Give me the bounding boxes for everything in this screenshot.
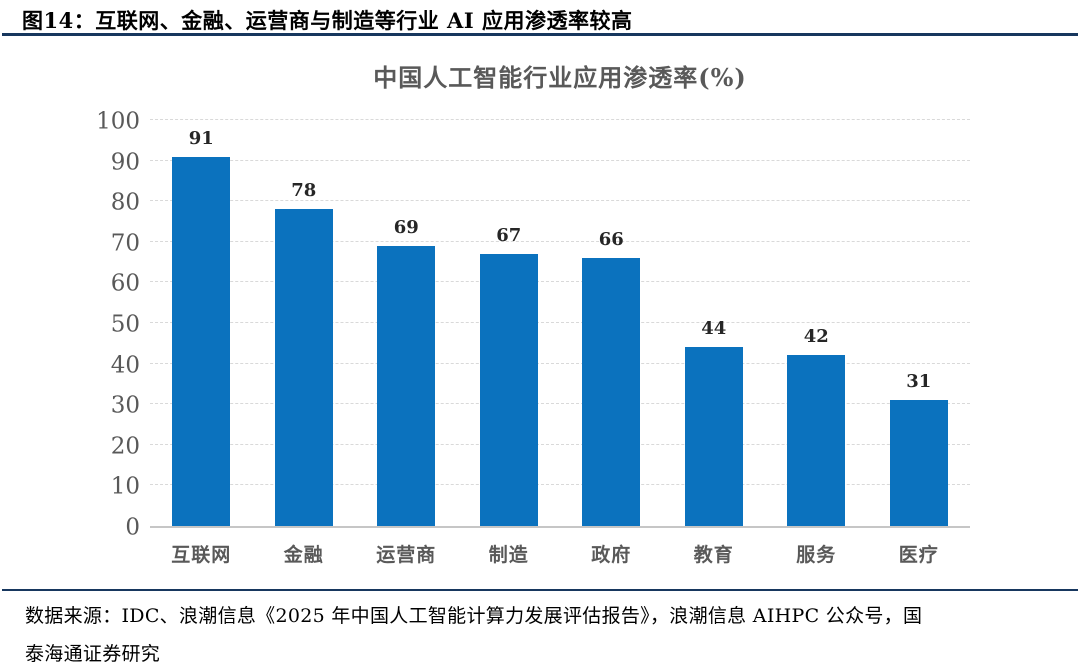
bar-slot-运营商: 69	[355, 122, 458, 526]
x-tick-label-教育: 教育	[693, 544, 734, 566]
x-axis: 互联网 金融 运营商 制造 政府 教育 服务 医疗	[150, 540, 970, 567]
x-tick-label-制造: 制造	[488, 544, 529, 566]
bar-医疗	[889, 400, 948, 526]
y-tick-label-10: 10	[110, 473, 140, 500]
bar-slot-服务: 42	[765, 122, 868, 526]
y-tick-label-100: 100	[96, 108, 140, 135]
bar-series: 91 78 69 67 66 44 42 31	[150, 122, 970, 526]
x-tick-label-政府: 政府	[591, 544, 632, 566]
source-note-line-2: 泰海通证券研究	[25, 643, 161, 665]
gridline-10	[150, 484, 970, 486]
bar-互联网	[172, 156, 231, 526]
figure-caption: 图14：互联网、金融、运营商与制造等行业 AI 应用渗透率较高	[22, 8, 633, 33]
bar-教育	[684, 347, 743, 526]
chart-title: 中国人工智能行业应用渗透率(%)	[373, 63, 747, 92]
gridline-70	[150, 240, 970, 242]
gridline-20	[150, 443, 970, 445]
bar-value-label-服务: 42	[803, 326, 829, 348]
gridline-50	[150, 322, 970, 323]
bar-value-label-金融: 78	[291, 180, 317, 202]
caption-divider-rule	[2, 33, 1078, 36]
x-tick-label-互联网: 互联网	[171, 544, 232, 566]
bar-value-label-政府: 66	[598, 229, 624, 251]
source-note: 数据来源：IDC、浪潮信息《2025 年中国人工智能计算力发展评估报告》，浪潮信…	[25, 597, 1058, 670]
gridline-100	[150, 119, 970, 120]
bar-金融	[274, 209, 333, 526]
bar-服务	[787, 355, 846, 526]
gridline-80	[150, 200, 970, 202]
bar-value-label-制造: 67	[496, 224, 522, 246]
bar-value-label-互联网: 91	[188, 127, 214, 149]
y-tick-label-40: 40	[110, 352, 140, 379]
gridline-90	[150, 159, 970, 161]
bar-政府	[582, 258, 641, 526]
plot-area: 91 78 69 67 66 44 42 31	[150, 119, 970, 528]
y-tick-label-50: 50	[110, 311, 140, 338]
bar-slot-互联网: 91	[150, 122, 253, 526]
source-note-line-1: 数据来源：IDC、浪潮信息《2025 年中国人工智能计算力发展评估报告》，浪潮信…	[25, 605, 923, 627]
gridline-60	[150, 281, 970, 283]
x-tick-label-运营商: 运营商	[376, 544, 437, 566]
bar-value-label-运营商: 69	[393, 216, 419, 238]
bar-制造	[479, 253, 538, 526]
y-tick-label-70: 70	[110, 230, 140, 257]
bar-value-label-教育: 44	[701, 318, 727, 340]
bar-slot-政府: 66	[560, 122, 663, 526]
y-axis: 0 10 20 30 40 50 60 70 80 90 100	[55, 110, 140, 539]
bar-value-label-医疗: 31	[906, 371, 932, 393]
bar-运营商	[377, 245, 436, 526]
x-tick-label-医疗: 医疗	[898, 544, 939, 566]
y-tick-label-80: 80	[110, 189, 140, 216]
x-tick-label-金融: 金融	[283, 544, 324, 566]
gridline-30	[150, 403, 970, 405]
bar-slot-制造: 67	[458, 122, 561, 526]
y-tick-label-0: 0	[125, 514, 140, 541]
y-tick-label-60: 60	[110, 270, 140, 297]
y-tick-label-90: 90	[110, 149, 140, 176]
x-tick-label-服务: 服务	[796, 544, 837, 566]
y-tick-label-20: 20	[110, 433, 140, 460]
y-tick-label-30: 30	[110, 392, 140, 419]
gridline-40	[150, 362, 970, 364]
bar-slot-医疗: 31	[868, 122, 971, 526]
footer-divider-rule	[2, 589, 1078, 591]
bar-slot-金融: 78	[253, 122, 356, 526]
bar-slot-教育: 44	[663, 122, 766, 526]
